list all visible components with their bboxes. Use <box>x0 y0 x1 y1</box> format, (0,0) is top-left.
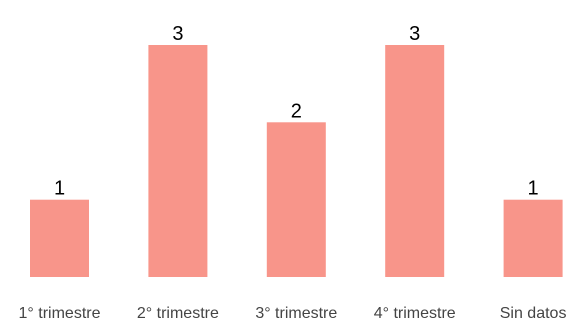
x-tick-labels: 1° trimestre 2° trimestre 3° trimestre 4° t… <box>19 305 567 322</box>
bar-value-label: 1 <box>528 178 539 200</box>
bar-value-label: 1 <box>54 178 65 200</box>
bar-2 <box>266 122 326 277</box>
bar-1 <box>148 45 208 277</box>
bar-0 <box>30 199 89 277</box>
x-tick-label: Sin datos <box>500 305 567 321</box>
bar-value-label: 3 <box>172 23 183 45</box>
bar-value-label: 3 <box>409 23 420 45</box>
bar-3 <box>385 45 445 277</box>
x-tick-label: 4° trimestre <box>374 305 456 321</box>
bar-value-label: 2 <box>291 100 302 122</box>
x-tick-label: 1° trimestre <box>19 305 101 321</box>
value-labels-layer: 1 3 2 3 1 <box>54 23 539 200</box>
bars-layer <box>30 45 563 277</box>
x-tick-label: 2° trimestre <box>137 305 219 321</box>
bar-4 <box>503 199 563 277</box>
x-tick-label: 3° trimestre <box>255 305 337 321</box>
